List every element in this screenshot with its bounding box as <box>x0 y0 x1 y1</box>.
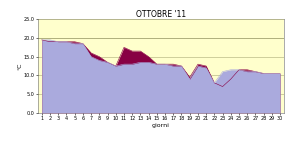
Title: OTTOBRE '11: OTTOBRE '11 <box>136 9 186 19</box>
Y-axis label: °C: °C <box>17 62 22 70</box>
X-axis label: giorni: giorni <box>152 123 170 128</box>
